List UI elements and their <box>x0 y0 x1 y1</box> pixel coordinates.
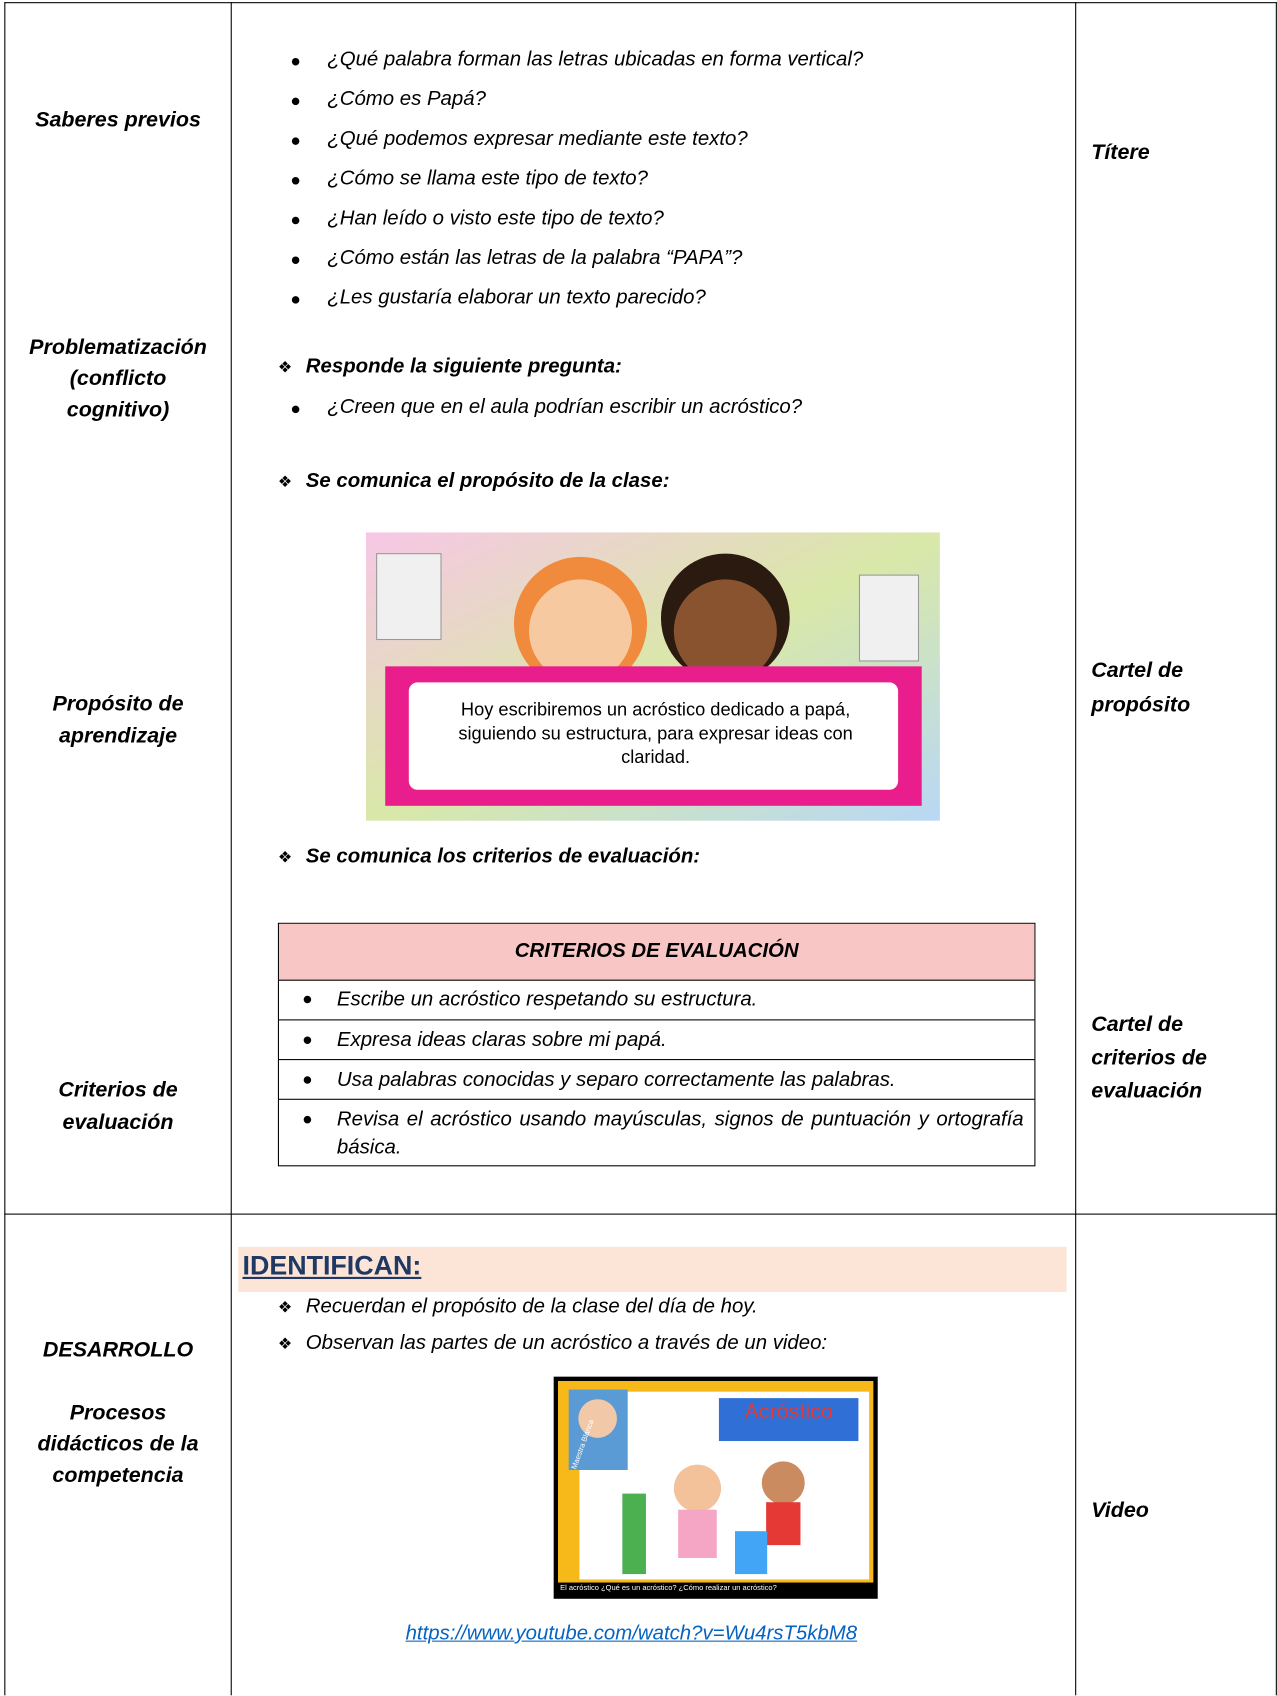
border <box>4 2 6 1696</box>
criteria-header: CRITERIOS DE EVALUACIÓN <box>278 923 1035 981</box>
criteria-item: Expresa ideas claras sobre mi papá. <box>336 1029 667 1052</box>
resource-label: Cartel de criterios de evaluación <box>1091 1012 1207 1104</box>
question: ¿Cómo es Papá? <box>327 87 486 111</box>
bullet <box>291 405 300 414</box>
bullet <box>303 1115 312 1124</box>
criteria-table: CRITERIOS DE EVALUACIÓN Escribe un acrós… <box>277 922 1036 1167</box>
bullet <box>291 137 300 145</box>
thumbnail-art <box>557 1380 874 1583</box>
bullet <box>303 1036 312 1045</box>
stage-label: Criterios de evaluación <box>58 1078 178 1135</box>
diamond-bullet: ❖ <box>277 848 293 867</box>
video-link[interactable]: https://www.youtube.com/watch?v=Wu4rsT5k… <box>405 1622 858 1645</box>
question: ¿Cómo están las letras de la palabra “PA… <box>327 246 743 270</box>
resource-label: Títere <box>1091 140 1150 165</box>
step: Recuerdan el propósito de la clase del d… <box>305 1295 758 1318</box>
border <box>4 2 1277 4</box>
bullet <box>291 177 300 185</box>
stage-label: Saberes previos <box>35 108 201 132</box>
border <box>1075 2 1077 1696</box>
bullet <box>303 995 312 1004</box>
diamond-bullet: ❖ <box>277 1298 293 1317</box>
bullet <box>303 1076 312 1084</box>
criteria-row: Revisa el acróstico usando mayúsculas, s… <box>278 1098 1035 1167</box>
instruction: Se comunica los criterios de evaluación: <box>305 845 701 869</box>
section-heading: IDENTIFICAN: <box>242 1251 422 1282</box>
step: Observan las partes de un acróstico a tr… <box>305 1331 828 1355</box>
diamond-bullet: ❖ <box>277 473 293 492</box>
bullet <box>291 256 300 264</box>
thumbnail-caption: El acróstico ¿Qué es un acróstico? ¿Cómo… <box>560 1584 777 1593</box>
resource-label: Video <box>1091 1498 1149 1523</box>
border <box>1275 2 1277 1696</box>
diamond-bullet: ❖ <box>277 1334 293 1354</box>
bullet <box>291 296 300 304</box>
diamond-bullet: ❖ <box>277 358 293 377</box>
stage-label: DESARROLLO <box>42 1338 194 1362</box>
resource-label: Cartel de propósito <box>1091 658 1191 717</box>
bullet <box>291 216 300 225</box>
criteria-row: Usa palabras conocidas y separo correcta… <box>278 1059 1035 1100</box>
purpose-banner: Hoy escribiremos un acróstico dedicado a… <box>365 532 940 821</box>
criteria-item: Revisa el acróstico usando mayúsculas, s… <box>336 1108 1024 1159</box>
question: ¿Qué podemos expresar mediante este text… <box>327 127 748 151</box>
bullet <box>291 97 300 106</box>
criteria-row: Escribe un acróstico respetando su estru… <box>279 980 1034 1020</box>
stage-label: Procesos didácticos de la competencia <box>37 1401 199 1488</box>
question: ¿Qué palabra forman las letras ubicadas … <box>327 48 864 71</box>
question: ¿Han leído o visto este tipo de texto? <box>327 207 664 230</box>
stage-label: Propósito de aprendizaje <box>52 692 184 748</box>
thumbnail-title: Acróstico <box>744 1400 833 1424</box>
border <box>4 1213 1277 1215</box>
section-heading-bg: IDENTIFICAN: <box>238 1246 1067 1292</box>
banner-text: Hoy escribiremos un acróstico dedicado a… <box>458 699 853 768</box>
instruction: Responde la siguiente pregunta: <box>305 355 622 378</box>
question: ¿Creen que en el aula podrían escribir u… <box>327 395 803 419</box>
criteria-item: Usa palabras conocidas y separo correcta… <box>336 1068 896 1092</box>
question: ¿Cómo se llama este tipo de texto? <box>327 167 648 190</box>
criteria-row: Expresa ideas claras sobre mi papá. <box>278 1019 1035 1060</box>
border <box>230 2 232 1696</box>
video-thumbnail: Acróstico Maestra Blanca El acróstico ¿Q… <box>553 1376 878 1599</box>
criteria-item: Escribe un acróstico respetando su estru… <box>336 988 758 1011</box>
question: ¿Les gustaría elaborar un texto parecido… <box>327 286 706 310</box>
stage-label: Problematización (conflicto cognitivo) <box>29 335 207 422</box>
bullet <box>291 57 300 66</box>
instruction: Se comunica el propósito de la clase: <box>305 469 670 493</box>
banner-art <box>365 532 940 821</box>
